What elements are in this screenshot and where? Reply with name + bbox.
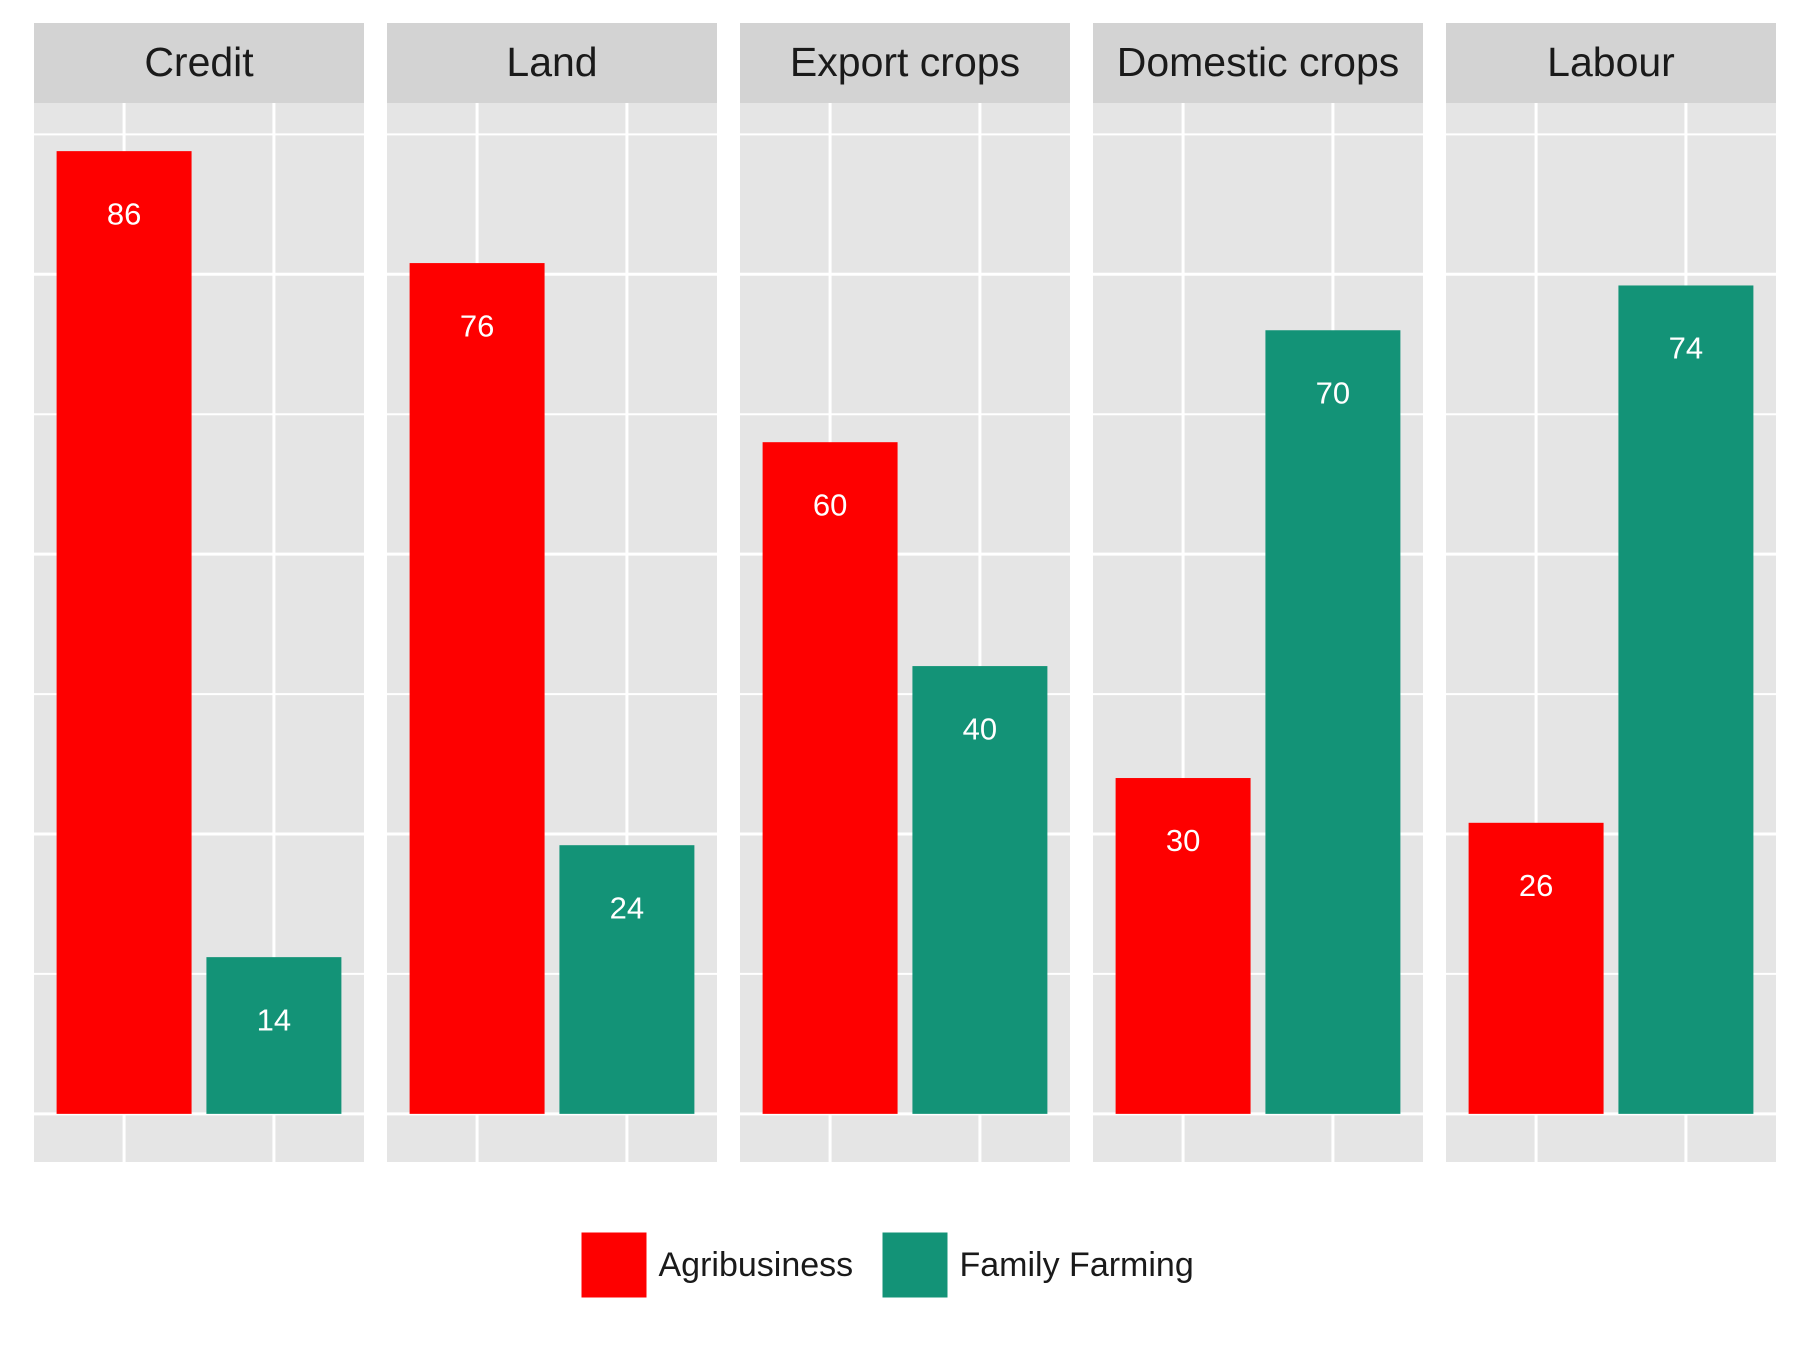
facet-label: Export crops — [790, 39, 1020, 85]
strip — [1446, 23, 1776, 103]
bar — [559, 845, 695, 1114]
bar — [762, 442, 898, 1114]
data-label: 24 — [610, 890, 644, 925]
facet-label: Credit — [144, 39, 254, 85]
bar — [206, 957, 342, 1114]
strip — [387, 23, 717, 103]
legend-swatch — [882, 1232, 948, 1298]
data-label: 14 — [257, 1002, 291, 1037]
data-label: 86 — [107, 196, 141, 231]
facet-label: Land — [506, 39, 597, 85]
data-label: 60 — [813, 487, 847, 522]
bar — [1265, 330, 1401, 1114]
data-label: 30 — [1166, 823, 1200, 858]
strip — [34, 23, 364, 103]
strip — [1093, 23, 1423, 103]
data-label: 40 — [963, 711, 997, 746]
legend-label: Agribusiness — [659, 1246, 854, 1284]
bar — [56, 151, 192, 1114]
data-label: 76 — [460, 308, 494, 343]
facet-label: Domestic crops — [1117, 39, 1400, 85]
bar — [912, 666, 1048, 1114]
strip — [740, 23, 1070, 103]
facet-label: Labour — [1547, 39, 1675, 85]
legend-swatch — [581, 1232, 647, 1298]
data-label: 26 — [1519, 868, 1553, 903]
legend-label: Family Farming — [960, 1246, 1194, 1284]
bar — [1468, 822, 1604, 1114]
data-label: 70 — [1316, 375, 1350, 410]
bar — [1618, 285, 1754, 1114]
bar — [1115, 778, 1251, 1114]
data-label: 74 — [1669, 331, 1703, 366]
bar — [409, 263, 545, 1114]
